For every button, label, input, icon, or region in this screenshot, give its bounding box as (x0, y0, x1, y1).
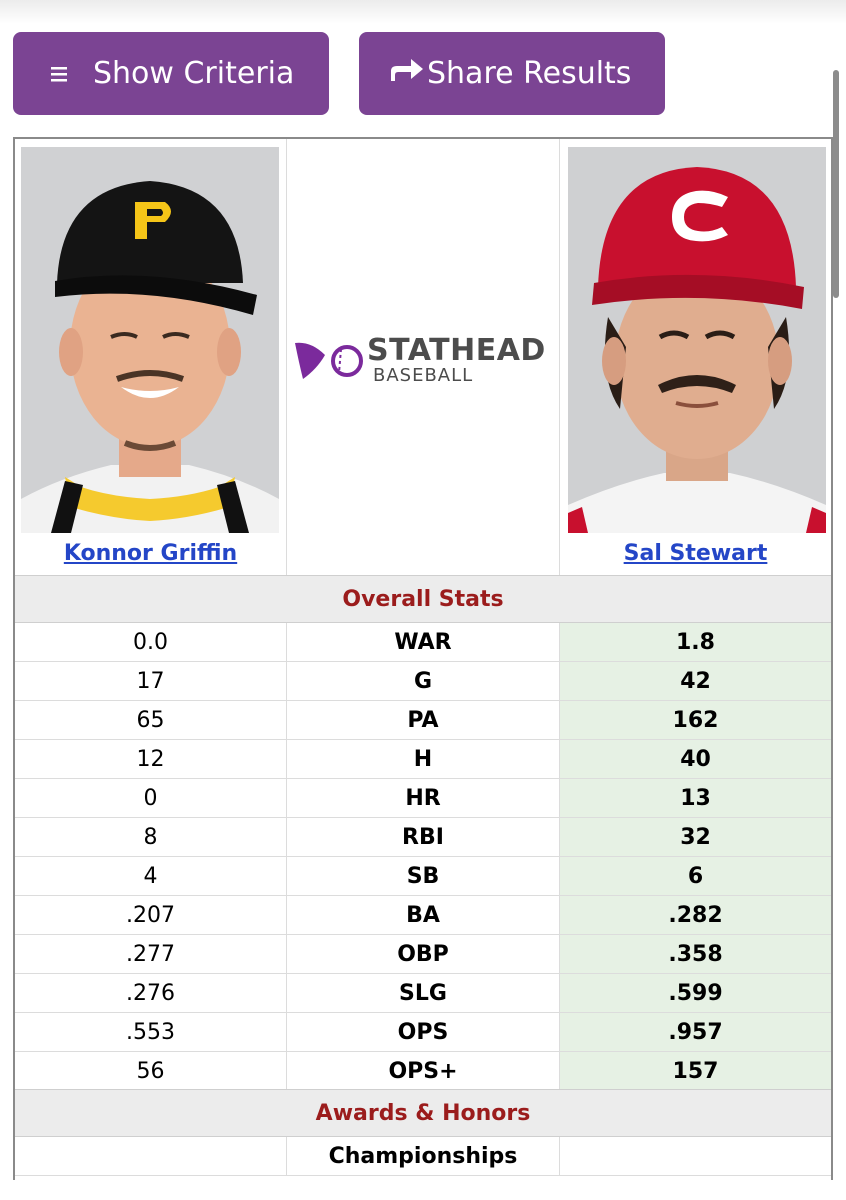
overall-stats-title: Overall Stats (342, 586, 504, 612)
logo-column: STATHEAD BASEBALL (287, 139, 560, 575)
stat-row: .277 OBP .358 (15, 935, 831, 974)
top-edge (0, 0, 846, 24)
stat-label: SLG (287, 974, 560, 1012)
player-left-name[interactable]: Konnor Griffin (63, 541, 238, 566)
player-left-photo (21, 147, 279, 533)
stat-row: .207 BA .282 (15, 896, 831, 935)
player-header: Konnor Griffin STATHEAD BASEBALL (15, 139, 831, 576)
menu-icon (49, 56, 71, 91)
left-player-value: 4 (15, 857, 287, 895)
left-player-value: 65 (15, 701, 287, 739)
right-player-value: .358 (560, 935, 831, 973)
stathead-logo: STATHEAD BASEBALL (293, 329, 555, 389)
overall-stats-header: Overall Stats (15, 575, 831, 623)
player-left-column: Konnor Griffin (15, 139, 287, 575)
stat-label: OPS+ (287, 1052, 560, 1090)
player-right-photo (568, 147, 826, 533)
right-player-value: 13 (560, 779, 831, 817)
left-player-value: 17 (15, 662, 287, 700)
left-player-value: .207 (15, 896, 287, 934)
logo-brand-text: STATHEAD (367, 333, 546, 368)
vertical-scrollbar[interactable] (833, 70, 839, 298)
left-player-value: .276 (15, 974, 287, 1012)
stat-row: 8 RBI 32 (15, 818, 831, 857)
logo-sub-text: BASEBALL (373, 365, 474, 386)
share-results-label: Share Results (427, 56, 632, 91)
stat-label: HR (287, 779, 560, 817)
show-criteria-label: Show Criteria (93, 56, 295, 91)
stat-label: OPS (287, 1013, 560, 1051)
right-player-value: .599 (560, 974, 831, 1012)
share-results-button[interactable]: Share Results (359, 32, 665, 115)
right-player-value: 6 (560, 857, 831, 895)
left-player-value: 56 (15, 1052, 287, 1090)
right-player-value: 1.8 (560, 623, 831, 661)
right-player-value: 157 (560, 1052, 831, 1090)
awards-header: Awards & Honors (15, 1089, 831, 1137)
share-arrow-icon (389, 56, 425, 91)
stat-row: 56 OPS+ 157 (15, 1052, 831, 1091)
left-player-value: 12 (15, 740, 287, 778)
stat-row: Championships (15, 1137, 831, 1176)
right-player-value: 32 (560, 818, 831, 856)
stat-row: 4 SB 6 (15, 857, 831, 896)
right-player-value: 40 (560, 740, 831, 778)
right-player-value: .957 (560, 1013, 831, 1051)
awards-title: Awards & Honors (315, 1100, 531, 1126)
stat-label: WAR (287, 623, 560, 661)
stat-row: 65 PA 162 (15, 701, 831, 740)
stat-label: PA (287, 701, 560, 739)
player-right-column: Sal Stewart (560, 139, 831, 575)
right-player-value: .282 (560, 896, 831, 934)
right-player-value: 42 (560, 662, 831, 700)
stat-label: OBP (287, 935, 560, 973)
stat-row: .276 SLG .599 (15, 974, 831, 1013)
left-player-value: .277 (15, 935, 287, 973)
left-player-value: .553 (15, 1013, 287, 1051)
stat-label: BA (287, 896, 560, 934)
stat-row: .553 OPS .957 (15, 1013, 831, 1052)
stat-label: H (287, 740, 560, 778)
comparison-table: Konnor Griffin STATHEAD BASEBALL (13, 137, 833, 1180)
stat-label: RBI (287, 818, 560, 856)
player-right-name[interactable]: Sal Stewart (623, 541, 768, 566)
stat-label: G (287, 662, 560, 700)
left-player-value: 0.0 (15, 623, 287, 661)
right-player-value (560, 1137, 831, 1175)
left-player-value (15, 1137, 287, 1175)
stat-row: 12 H 40 (15, 740, 831, 779)
left-player-value: 8 (15, 818, 287, 856)
stat-row: 0 HR 13 (15, 779, 831, 818)
right-player-value: 162 (560, 701, 831, 739)
stat-row: 17 G 42 (15, 662, 831, 701)
stat-row: 0.0 WAR 1.8 (15, 623, 831, 662)
show-criteria-button[interactable]: Show Criteria (13, 32, 329, 115)
left-player-value: 0 (15, 779, 287, 817)
stat-label: Championships (287, 1137, 560, 1175)
stat-label: SB (287, 857, 560, 895)
